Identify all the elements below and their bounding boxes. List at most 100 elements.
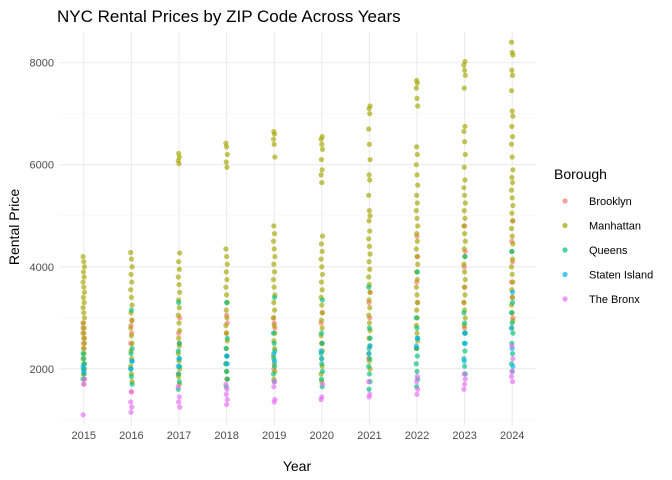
- data-point: [81, 376, 88, 382]
- data-point: [81, 310, 87, 316]
- data-point: [461, 261, 467, 267]
- data-point: [461, 386, 467, 392]
- data-point: [223, 322, 229, 329]
- data-point: [129, 340, 135, 346]
- legend: Borough Brooklyn Manhattan Queens Staten Is…: [554, 166, 653, 306]
- data-point: [270, 315, 277, 321]
- data-point: [414, 172, 420, 178]
- data-point: [367, 305, 373, 311]
- data-point: [224, 164, 230, 170]
- data-point: [462, 151, 468, 158]
- legend-key: [562, 296, 568, 302]
- legend-key: [562, 271, 568, 278]
- data-point: [128, 389, 134, 395]
- data-point: [414, 292, 420, 298]
- data-point: [224, 315, 230, 321]
- data-point: [318, 330, 325, 336]
- data-point: [129, 358, 135, 364]
- data-point: [415, 386, 421, 392]
- x-tick-label: 2023: [452, 430, 476, 442]
- data-point: [510, 330, 516, 336]
- data-point: [414, 95, 420, 101]
- x-axis-ticks: 2015 2016 2017 2018 2019 2020 2021 2022 2023 2024: [72, 430, 525, 442]
- data-point: [318, 156, 325, 163]
- data-point: [509, 123, 515, 130]
- data-point: [367, 266, 373, 272]
- data-point: [80, 345, 87, 352]
- data-point: [224, 144, 230, 150]
- data-point: [128, 333, 134, 339]
- data-point: [462, 215, 468, 221]
- data-point: [319, 146, 326, 152]
- data-point: [461, 85, 467, 91]
- data-point: [414, 353, 420, 359]
- x-axis-title: Year: [283, 458, 312, 474]
- data-point: [461, 371, 467, 377]
- data-point: [366, 350, 372, 357]
- data-point: [224, 361, 230, 367]
- x-tick-label: 2018: [214, 430, 238, 442]
- data-point: [366, 371, 372, 377]
- data-point: [508, 310, 515, 316]
- data-point: [176, 394, 182, 400]
- data-point: [128, 307, 134, 313]
- data-point: [509, 256, 516, 262]
- data-point: [223, 284, 229, 290]
- data-point: [223, 159, 229, 165]
- data-point: [224, 353, 230, 359]
- data-point: [270, 330, 277, 336]
- data-point: [319, 179, 325, 186]
- data-point: [509, 350, 516, 357]
- data-point: [414, 215, 420, 221]
- data-point: [366, 192, 372, 198]
- data-point: [509, 271, 515, 278]
- data-point: [271, 141, 277, 147]
- data-point: [319, 356, 325, 362]
- data-point: [270, 136, 277, 142]
- x-tick-label: 2016: [119, 430, 143, 442]
- data-point: [462, 192, 468, 198]
- data-point: [509, 179, 516, 186]
- data-point: [271, 299, 277, 306]
- data-point: [462, 72, 468, 78]
- data-point: [128, 249, 134, 256]
- y-axis-title: Rental Price: [6, 189, 22, 265]
- y-tick-label: 2000: [30, 364, 54, 376]
- data-point: [176, 161, 182, 167]
- data-point: [319, 368, 326, 375]
- data-point: [366, 312, 372, 318]
- data-point: [462, 253, 468, 260]
- data-point: [461, 128, 467, 135]
- data-point: [271, 363, 278, 369]
- data-point: [415, 299, 421, 306]
- data-point: [366, 274, 372, 280]
- data-point: [128, 373, 134, 380]
- data-point: [128, 287, 134, 293]
- data-point: [414, 330, 420, 336]
- data-point: [224, 253, 230, 260]
- data-point: [176, 356, 182, 362]
- data-point: [81, 340, 88, 346]
- data-point: [318, 376, 325, 382]
- data-point: [462, 67, 468, 73]
- data-point: [128, 294, 134, 301]
- data-point: [271, 358, 278, 364]
- data-point: [414, 307, 420, 313]
- data-point: [461, 358, 467, 364]
- data-point: [414, 200, 420, 206]
- data-point: [510, 241, 516, 247]
- data-point: [176, 340, 182, 346]
- data-point: [367, 391, 373, 397]
- data-point: [509, 289, 516, 295]
- legend-label: The Bronx: [589, 294, 640, 306]
- data-point: [224, 376, 230, 382]
- data-point: [508, 187, 515, 193]
- data-point: [129, 317, 135, 323]
- data-point: [177, 289, 183, 295]
- data-point: [128, 399, 134, 405]
- data-point: [509, 320, 515, 326]
- data-point: [413, 315, 419, 321]
- data-point: [80, 363, 86, 369]
- data-point: [176, 299, 182, 306]
